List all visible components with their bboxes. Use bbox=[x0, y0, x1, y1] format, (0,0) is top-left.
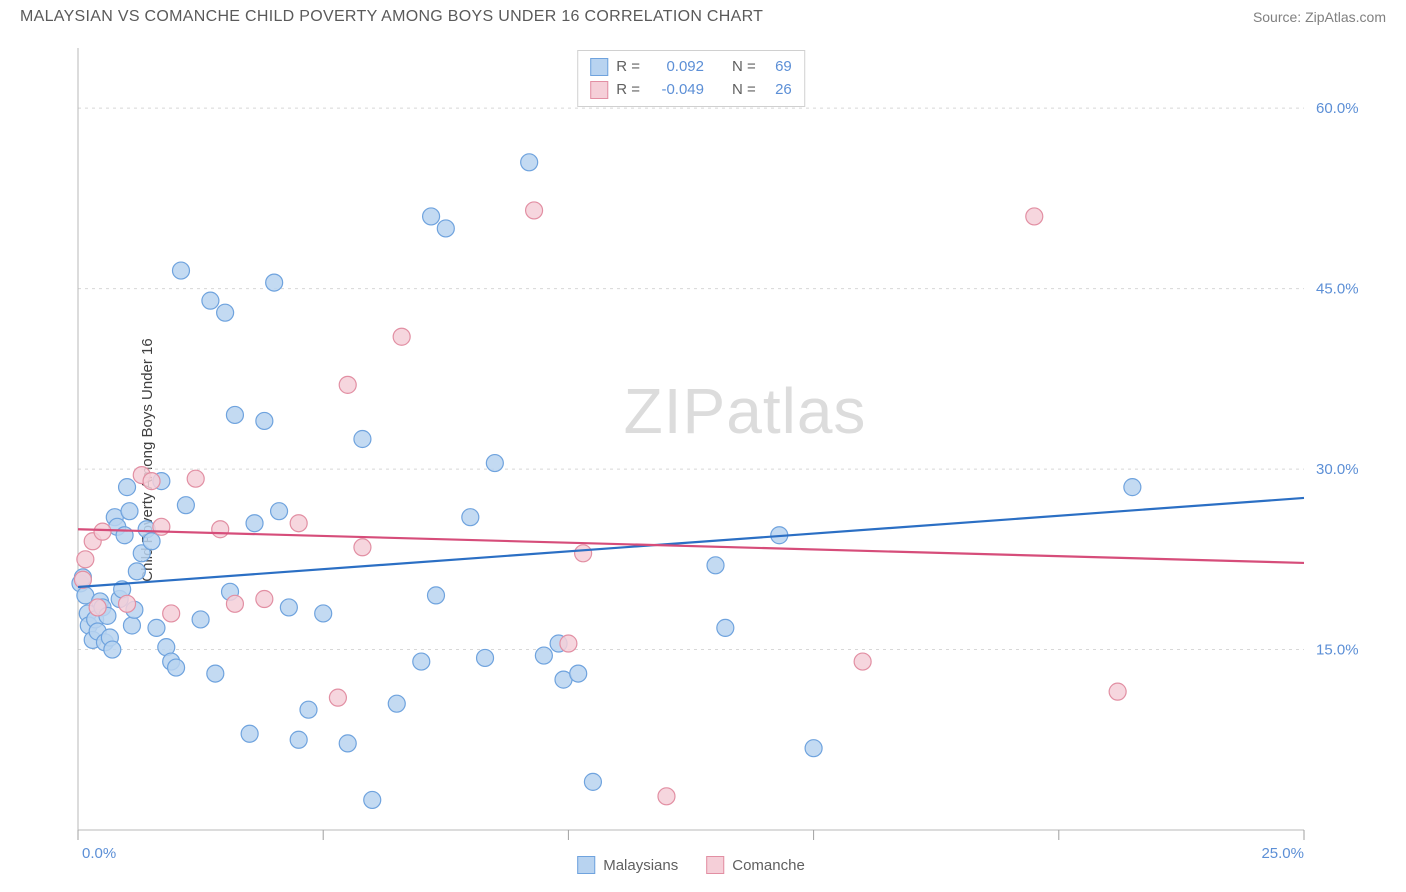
n-label: N = bbox=[732, 55, 756, 78]
svg-text:0.0%: 0.0% bbox=[82, 845, 116, 862]
n-value: 26 bbox=[764, 78, 792, 101]
svg-text:30.0%: 30.0% bbox=[1316, 461, 1359, 478]
source-prefix: Source: bbox=[1253, 9, 1305, 25]
scatter-plot: 0.0% 25.0% 15.0% 30.0% 45.0% 60.0% bbox=[20, 48, 1388, 872]
svg-text:15.0%: 15.0% bbox=[1316, 642, 1359, 659]
n-label: N = bbox=[732, 78, 756, 101]
svg-text:60.0%: 60.0% bbox=[1316, 100, 1359, 117]
legend-swatch bbox=[590, 81, 608, 99]
r-label: R = bbox=[616, 55, 640, 78]
legend-stat-row: R = 0.092 N = 69 bbox=[590, 55, 792, 78]
legend-series-label: Malaysians bbox=[603, 857, 678, 874]
chart-area: Child Poverty Among Boys Under 16 0.0%25… bbox=[20, 48, 1388, 872]
svg-text:45.0%: 45.0% bbox=[1316, 281, 1359, 298]
legend-swatch bbox=[590, 58, 608, 76]
chart-header: MALAYSIAN VS COMANCHE CHILD POVERTY AMON… bbox=[0, 0, 1406, 30]
chart-title: MALAYSIAN VS COMANCHE CHILD POVERTY AMON… bbox=[20, 8, 763, 26]
r-value: -0.049 bbox=[648, 78, 704, 101]
legend-series-item: Comanche bbox=[706, 856, 805, 874]
legend-stat-row: R = -0.049 N = 26 bbox=[590, 78, 792, 101]
source-link[interactable]: ZipAtlas.com bbox=[1305, 9, 1386, 25]
correlation-legend: R = 0.092 N = 69 R = -0.049 N = 26 bbox=[577, 50, 805, 107]
legend-series-item: Malaysians bbox=[577, 856, 678, 874]
series-legend: Malaysians Comanche bbox=[577, 856, 805, 874]
r-label: R = bbox=[616, 78, 640, 101]
svg-text:25.0%: 25.0% bbox=[1261, 845, 1304, 862]
legend-series-label: Comanche bbox=[732, 857, 805, 874]
r-value: 0.092 bbox=[648, 55, 704, 78]
legend-swatch bbox=[577, 856, 595, 874]
source-attribution: Source: ZipAtlas.com bbox=[1253, 9, 1386, 25]
n-value: 69 bbox=[764, 55, 792, 78]
legend-swatch bbox=[706, 856, 724, 874]
